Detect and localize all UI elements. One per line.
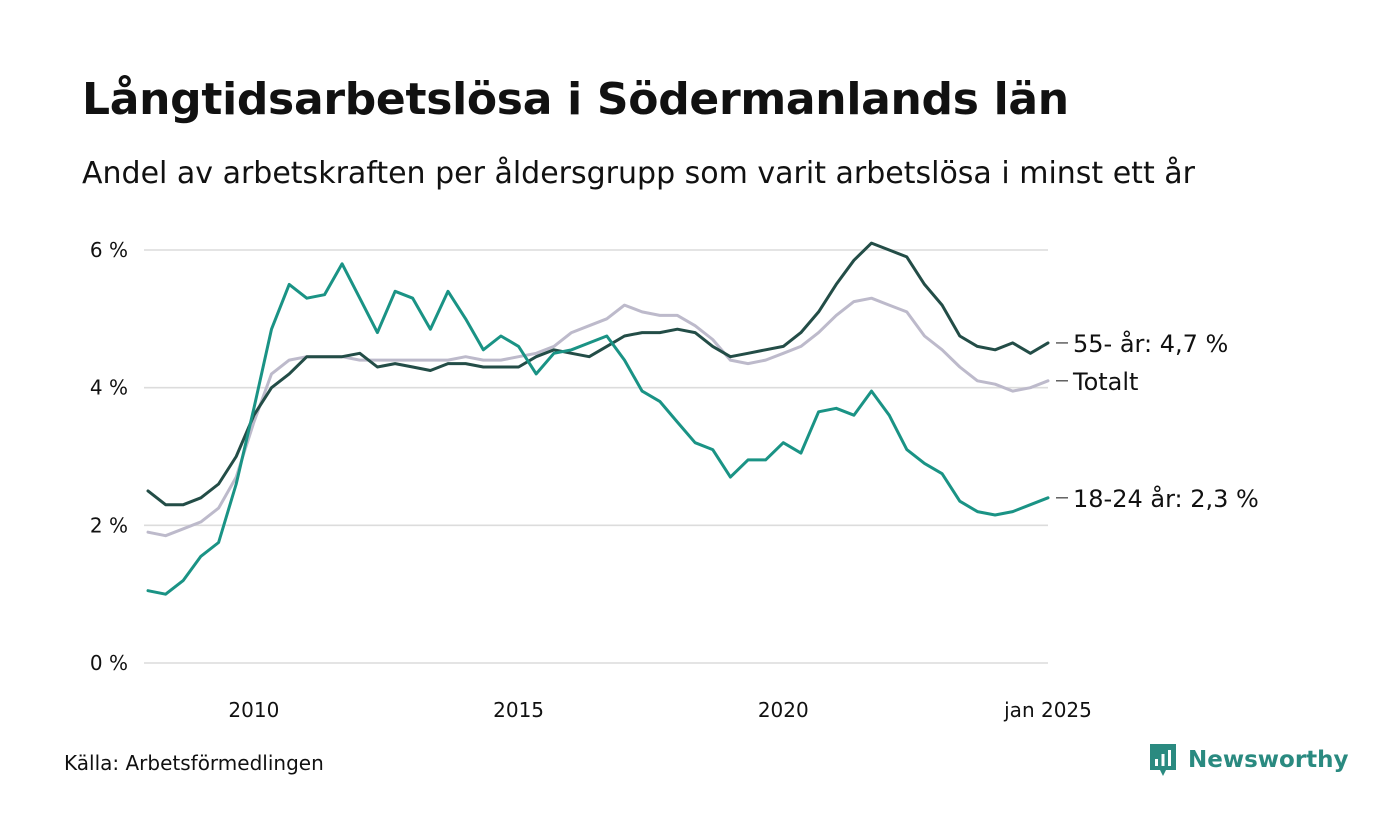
series-end-label: Totalt xyxy=(1072,368,1138,396)
chart-title: Långtidsarbetslösa i Södermanlands län xyxy=(82,74,1069,125)
y-tick-label: 6 % xyxy=(90,238,128,262)
brand-name: Newsworthy xyxy=(1188,747,1349,773)
x-tick-label: 2010 xyxy=(228,698,279,722)
series-line xyxy=(146,262,1050,596)
x-tick-label: 2020 xyxy=(758,698,809,722)
source-note: Källa: Arbetsförmedlingen xyxy=(64,751,324,775)
y-tick-label: 0 % xyxy=(90,651,128,675)
x-tick-label: jan 2025 xyxy=(1003,698,1092,722)
y-tick-label: 4 % xyxy=(90,376,128,400)
series-line xyxy=(146,241,1050,507)
y-tick-label: 2 % xyxy=(90,513,128,537)
newsworthy-logo-icon xyxy=(1150,744,1176,776)
brand-logo: Newsworthy xyxy=(1148,742,1349,778)
series-end-label: 55- år: 4,7 % xyxy=(1073,329,1228,358)
series-end-label: 18-24 år: 2,3 % xyxy=(1073,484,1259,513)
chart-subtitle: Andel av arbetskraften per åldersgrupp s… xyxy=(82,156,1195,191)
series-line xyxy=(146,296,1050,538)
x-tick-label: 2015 xyxy=(493,698,544,722)
